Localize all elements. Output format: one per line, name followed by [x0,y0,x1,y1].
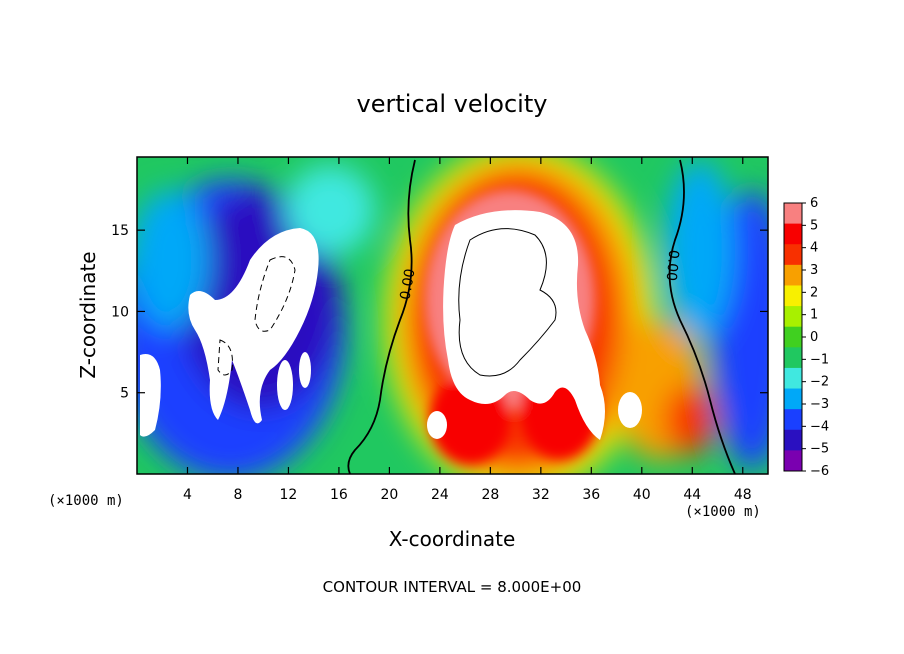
chart-title: vertical velocity [357,90,548,118]
y-axis-ticks: 5 10 15 [111,223,768,402]
colorbar-tick-label: 1 [810,308,818,323]
colorbar-tick-label: 3 [810,263,818,278]
x-tick-label: 16 [330,487,348,503]
colorbar-segment [784,264,802,286]
x-tick-label: 4 [183,487,192,503]
x-axis-ticks: 4 8 12 16 20 24 28 32 36 40 44 48 [183,157,752,503]
y-axis-label: Z-coordinate [76,251,100,378]
colorbar-tick-label: −1 [810,352,829,367]
colorbar-tick-label: −3 [810,397,829,412]
contour-interval-note: CONTOUR INTERVAL = 8.000E+00 [323,578,582,596]
colorbar-segment [784,306,802,328]
colorbar-tick-label: −6 [810,464,829,479]
x-tick-label: 48 [734,487,752,503]
y-tick-label: 5 [120,386,129,402]
colorbar-segment [784,388,802,410]
downdraft-core-region [188,228,319,424]
colorbar-segment [784,409,802,431]
colorbar-tick-label: 2 [810,285,818,300]
x-tick-label: 24 [431,487,449,503]
x-tick-label: 44 [683,487,701,503]
x-unit-label-right: (×1000 m) [685,504,761,520]
x-tick-label: 8 [233,487,242,503]
colorbar-segment [784,244,802,266]
y-tick-label: 15 [111,223,129,239]
y-tick-label: 10 [111,304,129,320]
colorbar-segment [784,223,802,245]
colorbar-segment [784,450,802,472]
x-axis-label: X-coordinate [389,527,516,551]
contour-downdraft [254,256,296,332]
x-tick-label: 28 [481,487,499,503]
colorbar-segment [784,285,802,307]
x-tick-label: 36 [582,487,600,503]
colorbar-segment [784,347,802,369]
colorbar-segment [784,429,802,451]
contour-zero-left [347,159,416,474]
contour-label-right: 0.00 [663,249,682,281]
colorbar-segment [784,326,802,348]
colorbar-tick-label: −5 [810,442,829,457]
x-unit-label-left: (×1000 m) [48,493,124,509]
heatmap-field [137,157,768,474]
colorbar-tick-label: 6 [810,196,818,211]
x-tick-label: 32 [532,487,550,503]
x-tick-label: 20 [380,487,398,503]
colorbar-tick-label: 5 [810,218,818,233]
colorbar-tick-label: 0 [810,330,818,345]
updraft-core-region [443,210,605,440]
colorbar-tick-label: −4 [810,419,829,434]
colorbar: 6 5 4 3 2 1 0 −1 −2 −3 −4 −5 −6 [783,196,829,479]
x-tick-label: 40 [633,487,651,503]
colorbar-segment [784,367,802,390]
plot-frame [136,156,769,475]
colorbar-segment [784,203,802,225]
contour-updraft [458,228,557,377]
contour-zero-right [668,159,736,474]
x-tick-label: 12 [280,487,298,503]
colorbar-tick-label: −2 [810,375,829,390]
colorbar-tick-label: 4 [810,241,818,256]
contour-label-left: 0.00 [397,268,418,301]
